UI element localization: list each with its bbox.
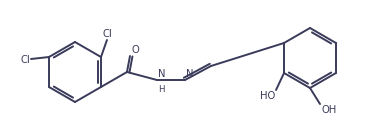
Text: N: N bbox=[158, 69, 165, 79]
Text: OH: OH bbox=[321, 105, 336, 115]
Text: Cl: Cl bbox=[20, 55, 30, 65]
Text: H: H bbox=[158, 85, 165, 94]
Text: HO: HO bbox=[260, 91, 275, 101]
Text: N: N bbox=[186, 69, 194, 79]
Text: Cl: Cl bbox=[102, 29, 112, 39]
Text: O: O bbox=[132, 45, 140, 55]
